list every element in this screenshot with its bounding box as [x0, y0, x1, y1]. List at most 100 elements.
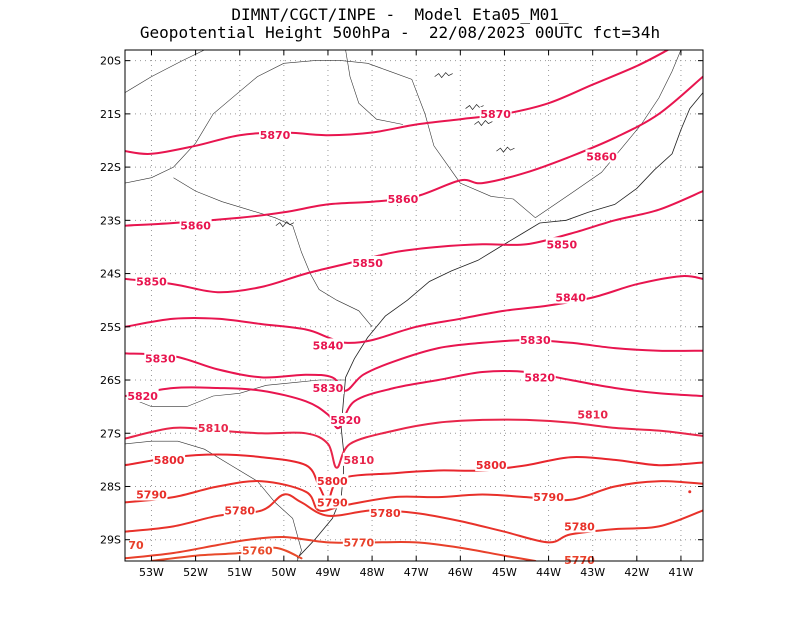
contour-5800 [125, 453, 703, 501]
contour-5820 [125, 370, 703, 430]
map-frame [124, 49, 704, 562]
contour-5860 [125, 75, 703, 227]
y-tick-label: 23S [100, 214, 121, 227]
contour-label-bg [479, 106, 512, 120]
contour-5790 [125, 480, 703, 512]
contour-label: 5870 [480, 108, 511, 121]
contour-label-bg [153, 452, 186, 466]
contour-label-bg [519, 333, 552, 347]
contour-label: 5790 [533, 491, 564, 504]
reservoir-outline [496, 146, 515, 153]
contour-label-bg [135, 274, 168, 288]
contour-5870 [125, 50, 669, 155]
contour-label-bg [523, 370, 556, 384]
state-border [535, 50, 682, 218]
contour-label-layer: 5870 5870 5860 5860 5860 5850 5850 5850 5840 5840… [126, 106, 692, 567]
contour-label-bg [342, 535, 375, 549]
contour-label-bg [554, 290, 587, 304]
y-tick-label: 25S [100, 321, 121, 334]
contour-label: 5800 [476, 459, 507, 472]
state-border [125, 379, 346, 407]
contour-label: 5790 [136, 488, 167, 501]
chart-title-line-2: Geopotential Height 500hPa - 22/08/2023 … [139, 23, 661, 42]
contour-label-bg [223, 503, 256, 517]
y-tick-label: 28S [100, 480, 121, 493]
contour-label: 5800 [317, 475, 348, 488]
state-border [125, 440, 302, 561]
x-tick-label: 53W [139, 566, 164, 579]
contour-label: 5780 [224, 504, 255, 517]
contour-label-bg [369, 506, 402, 520]
contour-label-bg [342, 452, 375, 466]
contour-label-bg [241, 543, 274, 557]
contour-label: 5760 [242, 544, 273, 557]
contour-label: 5840 [313, 339, 344, 352]
contour-label: 5830 [520, 334, 551, 347]
contour-label-bg [563, 519, 596, 533]
y-tick-label: 27S [100, 427, 121, 440]
y-tick-label: 20S [100, 55, 121, 68]
contour-label-bg [351, 255, 384, 269]
point-marker [688, 490, 692, 494]
x-tick-label: 52W [183, 566, 208, 579]
contour-label-bg [259, 128, 292, 142]
geography-layer [125, 50, 703, 561]
chart-title-line-1: DIMNT/CGCT/INPE - Model Eta05_M01_ [231, 5, 569, 24]
contour-label: 5810 [344, 454, 375, 467]
contour-label-bg [329, 412, 362, 426]
contour-label: 5810 [577, 409, 608, 422]
contour-5810 [125, 418, 703, 469]
x-tick-label: 41W [669, 566, 694, 579]
x-tick-label: 45W [492, 566, 517, 579]
contour-label-bg [316, 474, 349, 488]
contour-label: 5820 [330, 414, 361, 427]
contour-label-bg [316, 495, 349, 509]
contour-label: 5860 [180, 220, 211, 233]
axis-layer: 53W 52W 51W 50W 49W 48W 47W 46W 45W 44W 43W 42W 41W 2… [100, 50, 703, 579]
contour-label: 5870 [260, 129, 291, 142]
contour-label: 5780 [370, 507, 401, 520]
x-tick-label: 44W [536, 566, 561, 579]
x-tick-label: 43W [580, 566, 605, 579]
state-border [125, 60, 536, 218]
y-tick-label: 21S [100, 108, 121, 121]
contour-label: 5800 [154, 454, 185, 467]
contour-label-bg [576, 407, 609, 421]
contour-label: 5840 [555, 292, 586, 305]
contour-layer [125, 50, 703, 561]
contour-label: 5780 [564, 520, 595, 533]
contour-label-bg [127, 538, 146, 552]
contour-label-bg [585, 149, 618, 163]
contour-label: 5790 [317, 496, 348, 509]
reservoir-outline [275, 221, 294, 228]
x-tick-label: 48W [360, 566, 385, 579]
contour-5840 [125, 275, 703, 344]
x-tick-label: 47W [404, 566, 429, 579]
contour-5830 [125, 339, 703, 392]
contour-label-bg [311, 338, 344, 352]
x-tick-label: 51W [227, 566, 252, 579]
contour-5760 [150, 546, 303, 561]
contour-label: 5850 [352, 257, 383, 270]
contour-label: 5850 [546, 238, 577, 251]
contour-label-bg [126, 388, 159, 402]
contour-label-bg [144, 351, 177, 365]
graticule [125, 50, 703, 561]
contour-label: 5820 [127, 390, 158, 403]
contour-label-bg [135, 487, 168, 501]
reservoir-outline [474, 119, 493, 127]
contour-label-bg [532, 490, 565, 504]
contour-label: 5820 [524, 371, 555, 384]
contour-label: 5830 [145, 353, 176, 366]
x-tick-label: 50W [271, 566, 296, 579]
contour-5770 [125, 535, 537, 561]
contour-label-bg [563, 552, 596, 566]
y-tick-label: 26S [100, 374, 121, 387]
contour-label: 70 [128, 539, 144, 552]
contour-label: 5860 [388, 193, 419, 206]
coastline [296, 92, 703, 559]
contour-5780 [125, 493, 703, 544]
x-tick-label: 46W [448, 566, 473, 579]
x-tick-label: 49W [316, 566, 341, 579]
